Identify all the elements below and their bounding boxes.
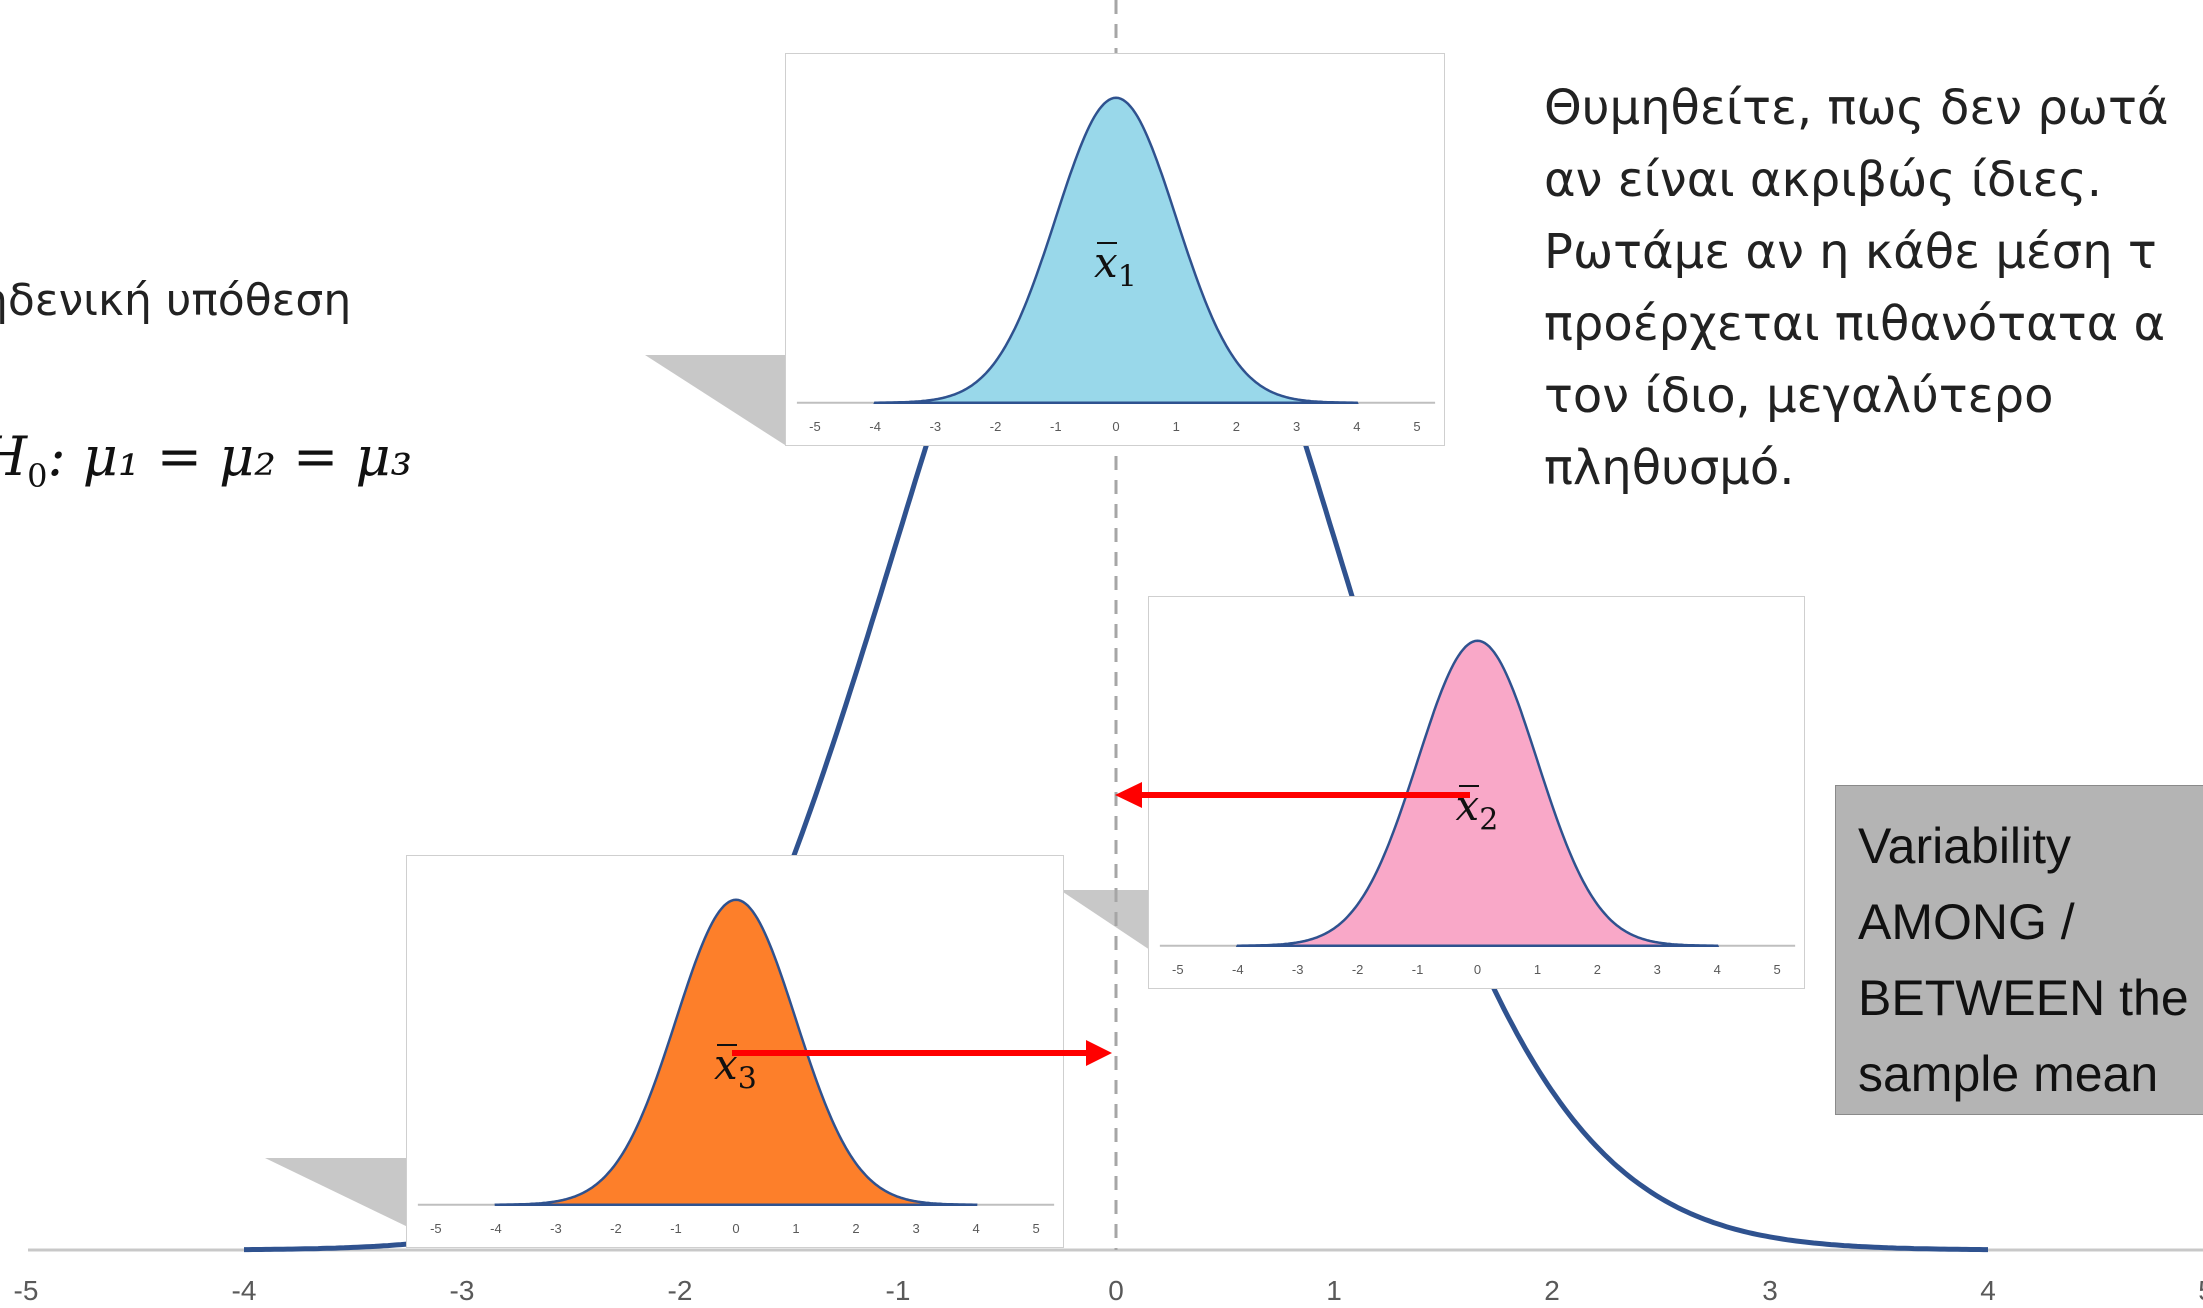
note-line: πληθυσμό. [1544, 440, 1795, 496]
inset-axis-tick-label: -2 [990, 419, 1002, 434]
inset-axis-tick-label: -3 [550, 1221, 562, 1236]
mean-subscript: 3 [737, 1061, 757, 1097]
overline [1458, 784, 1479, 787]
inset-axis-tick-label: -5 [809, 419, 821, 434]
main-axis-tick-label: -5 [14, 1275, 39, 1306]
note-line: Ρωτάμε αν η κάθε μέση τ [1544, 224, 2157, 280]
sample-2-distribution: -5 -4 -3 -2 -1 0 1 2 3 4 5 x2 [1148, 596, 1805, 989]
mean-subscript: 1 [1117, 259, 1137, 295]
sample-mean-label: x2 [1456, 781, 1499, 837]
inset-axis-tick-label: 4 [1714, 962, 1721, 977]
note-line: τον ίδιο, μεγαλύτερο [1544, 368, 2054, 424]
inset-axis-tick-label: -2 [1352, 962, 1364, 977]
variability-box: Variability AMONG / BETWEEN the sample m… [1835, 785, 2203, 1115]
inset-axis-tick-label: 4 [1353, 419, 1360, 434]
shadow-bottom [265, 1158, 410, 1228]
main-axis-ticks: -5 -4 -3 -2 -1 0 1 2 3 4 5 [14, 1275, 2203, 1306]
inset-axis-tick-label: -3 [1292, 962, 1304, 977]
mean-symbol: x [1455, 780, 1480, 830]
sample-mean-label: x3 [714, 1040, 757, 1096]
inset-axis-tick-label: -1 [1412, 962, 1424, 977]
inset-axis-tick-label: 2 [1594, 962, 1601, 977]
reminder-note: Θυμηθείτε, πως δεν ρωτά αν είναι ακριβώς… [1544, 72, 2203, 504]
main-axis-tick-label: 1 [1326, 1275, 1342, 1306]
inset-axis-tick-label: 4 [972, 1221, 979, 1236]
inset-axis-tick-label: -4 [490, 1221, 502, 1236]
inset-axis-tick-label: -5 [1172, 962, 1184, 977]
inset-axis-tick-label: 0 [1112, 419, 1119, 434]
inset-axis-tick-label: -1 [670, 1221, 682, 1236]
main-axis-tick-label: -4 [232, 1275, 257, 1306]
mean-subscript: 2 [1479, 802, 1499, 838]
inset-axis-tick-label: 2 [852, 1221, 859, 1236]
sample-3-distribution: -5 -4 -3 -2 -1 0 1 2 3 4 5 x3 [406, 855, 1064, 1248]
main-axis-tick-label: 2 [1544, 1275, 1560, 1306]
inset-axis-tick-label: 3 [1654, 962, 1661, 977]
variability-line: Variability [1858, 818, 2072, 874]
inset-axis-tick-label: 0 [732, 1221, 739, 1236]
inset-chart: -5 -4 -3 -2 -1 0 1 2 3 4 5 [796, 96, 1436, 434]
inset-axis-tick-label: 3 [912, 1221, 919, 1236]
note-line: αν είναι ακριβώς ίδιες. [1544, 152, 2102, 208]
inset-axis-tick-label: -1 [1050, 419, 1062, 434]
sample-1-distribution: -5 -4 -3 -2 -1 0 1 2 3 4 5 x1 [785, 53, 1445, 446]
inset-axis-tick-label: 0 [1474, 962, 1481, 977]
variability-line: AMONG / [1858, 894, 2075, 950]
inset-density-curve [873, 96, 1359, 405]
main-axis-tick-label: -1 [886, 1275, 911, 1306]
equation-body: : μ₁ = μ₂ = μ₃ [47, 425, 413, 488]
inset-axis-tick-label: 2 [1233, 419, 1240, 434]
sample-mean-label: x1 [1094, 238, 1137, 294]
variability-line: BETWEEN the [1858, 970, 2189, 1026]
main-axis-tick-label: 3 [1762, 1275, 1778, 1306]
mean-symbol: x [1094, 237, 1118, 287]
null-hypothesis-equation: H0: μ₁ = μ₂ = μ₃ [0, 425, 412, 495]
h-subscript: 0 [27, 456, 48, 495]
overline [1097, 241, 1117, 244]
inset-axis-tick-label: 1 [1534, 962, 1541, 977]
inset-axis-tick-label: 5 [1413, 419, 1420, 434]
main-axis-tick-label: 4 [1980, 1275, 1996, 1306]
inset-density-curve [1235, 639, 1720, 948]
inset-axis-tick-label: 3 [1293, 419, 1300, 434]
null-hypothesis-label: ηδενική υπόθεση [0, 275, 352, 326]
h-symbol: H [0, 425, 27, 488]
overline [717, 1043, 737, 1046]
inset-axis-tick-label: 5 [1033, 1221, 1040, 1236]
main-axis-tick-label: -2 [668, 1275, 693, 1306]
mean-symbol: x [714, 1039, 738, 1089]
inset-axis-tick-label: 1 [792, 1221, 799, 1236]
inset-axis-tick-label: -4 [1232, 962, 1244, 977]
note-line: Θυμηθείτε, πως δεν ρωτά [1544, 80, 2169, 136]
note-line: προέρχεται πιθανότατα α [1544, 296, 2166, 352]
inset-axis-tick-label: -2 [610, 1221, 622, 1236]
main-axis-tick-label: 0 [1108, 1275, 1124, 1306]
variability-line: sample mean [1858, 1046, 2159, 1102]
shadow-middle [1060, 890, 1150, 950]
main-axis-tick-label: -3 [450, 1275, 475, 1306]
inset-axis-tick-label: -5 [430, 1221, 442, 1236]
inset-axis-tick-label: 1 [1173, 419, 1180, 434]
main-axis-tick-label: 5 [2198, 1275, 2203, 1306]
inset-axis-tick-label: 5 [1774, 962, 1781, 977]
inset-axis-tick-label: -4 [869, 419, 881, 434]
inset-axis-tick-label: -3 [930, 419, 942, 434]
shadow-top [645, 355, 785, 445]
inset-chart: -5 -4 -3 -2 -1 0 1 2 3 4 5 [1159, 639, 1796, 977]
